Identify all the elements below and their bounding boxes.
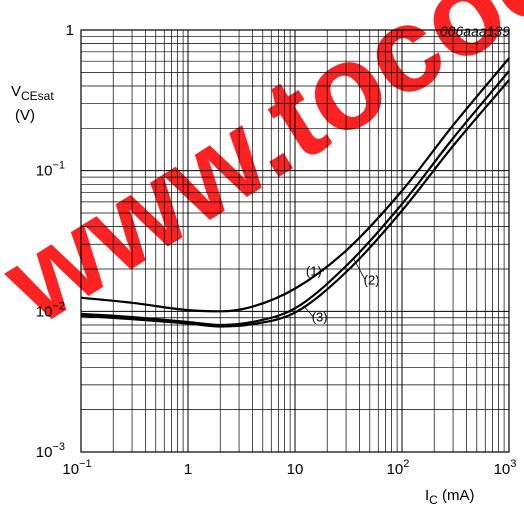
annotation-leader [352, 257, 366, 281]
series-line-2 [80, 70, 510, 327]
y-axis-subscript: CEsat [21, 89, 54, 103]
x-axis-title: IC (mA) [425, 487, 475, 505]
series-annotation-1: (1) [306, 263, 322, 278]
y-tick-label: 10−2 [36, 300, 65, 320]
tick-labels: 10−1 1 10 102 103 1 10−1 10−2 10−3 [36, 22, 517, 478]
svg-text:IC (mA): IC (mA) [425, 487, 475, 505]
series-line-3 [80, 79, 510, 328]
series-annotation-2: (2) [364, 273, 380, 288]
series-annotation-3: (3) [312, 309, 328, 324]
series-annotations: (1) (2) (3) [303, 257, 380, 324]
series-group [80, 57, 510, 328]
x-tick-label: 103 [494, 458, 517, 478]
y-axis-unit: (V) [15, 107, 35, 124]
svg-text:VCEsat: VCEsat [11, 83, 54, 103]
x-tick-label: 10 [287, 461, 304, 478]
watermark-text: www.tocoo [0, 0, 524, 350]
x-tick-label: 1 [184, 461, 192, 478]
y-axis-title: VCEsat (V) [11, 83, 54, 124]
y-axis-symbol: V [11, 83, 21, 100]
series-line-1 [80, 57, 510, 313]
x-axis-unit: (mA) [438, 487, 475, 504]
x-axis-subscript: C [429, 493, 438, 505]
plot-grid [81, 30, 509, 452]
x-tick-label: 102 [387, 458, 410, 478]
plot-frame [80, 29, 510, 453]
annotation-leader [303, 305, 314, 318]
y-tick-label: 10−3 [36, 441, 65, 461]
x-tick-label: 10−1 [62, 458, 91, 478]
annotation-leader [321, 268, 325, 272]
y-tick-label: 10−1 [36, 160, 65, 180]
figure-reference: 006aaa139 [440, 23, 510, 39]
y-tick-label: 1 [66, 22, 74, 39]
x-axis-symbol: I [425, 487, 429, 504]
